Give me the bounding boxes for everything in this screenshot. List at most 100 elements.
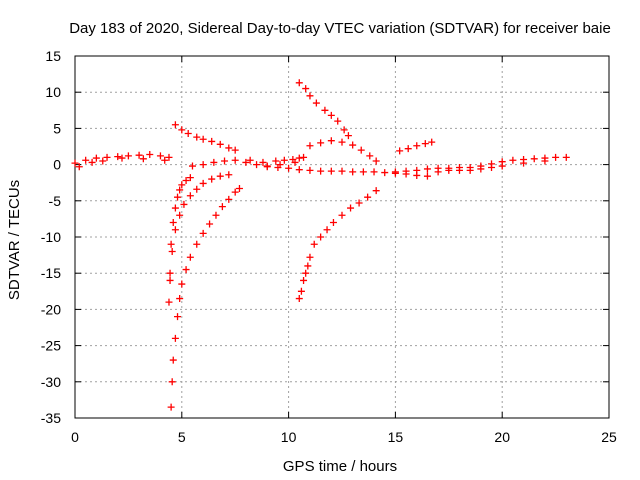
data-point (71, 159, 79, 167)
data-point (231, 146, 239, 154)
data-point (321, 106, 329, 114)
data-marks (71, 79, 570, 411)
data-point (327, 137, 335, 145)
data-point (180, 200, 188, 208)
data-point (167, 240, 175, 248)
data-point (199, 135, 207, 143)
data-point (302, 269, 310, 277)
data-point (259, 158, 267, 166)
data-point (168, 247, 176, 255)
data-point (165, 298, 173, 306)
data-point (297, 287, 305, 295)
y-tick-label: -10 (41, 229, 61, 245)
data-point (366, 152, 374, 160)
data-point (186, 253, 194, 261)
data-point (317, 167, 325, 175)
data-point (359, 168, 367, 176)
chart-title: Day 183 of 2020, Sidereal Day-to-day VTE… (69, 20, 611, 37)
data-point (381, 169, 389, 177)
data-point (327, 167, 335, 175)
data-point (171, 121, 179, 129)
data-point (174, 313, 182, 321)
data-point (295, 295, 303, 303)
data-point (161, 156, 169, 164)
data-point (199, 229, 207, 237)
tick-labels: 0 5 10 15 20 25 -35 -30 -25 -20 -15 -10 -5 0 5 10 15 (41, 48, 617, 445)
data-point (477, 162, 485, 170)
series-sat-b (171, 121, 239, 170)
series-sat-i (306, 137, 380, 165)
data-point (124, 152, 132, 160)
data-point (186, 192, 194, 200)
data-point (184, 129, 192, 137)
y-tick-label: -20 (41, 301, 61, 317)
data-point (509, 156, 517, 164)
data-point (114, 153, 122, 161)
data-point (402, 167, 410, 175)
data-point (210, 158, 218, 166)
data-point (263, 162, 271, 170)
data-point (212, 211, 220, 219)
data-point (176, 295, 184, 303)
data-point (235, 184, 243, 192)
data-point (423, 165, 431, 173)
data-point (338, 211, 346, 219)
data-point (182, 266, 190, 274)
x-tick-label: 15 (388, 429, 404, 445)
data-point (323, 226, 331, 234)
data-point (310, 240, 318, 248)
data-point (421, 140, 429, 148)
data-point (182, 177, 190, 185)
x-tick-label: 20 (494, 429, 510, 445)
data-point (206, 220, 214, 228)
x-tick-label: 25 (601, 429, 617, 445)
data-point (498, 162, 506, 170)
data-point (302, 85, 310, 93)
data-point (355, 199, 363, 207)
data-point (541, 157, 549, 165)
data-point (188, 162, 196, 170)
data-point (171, 204, 179, 212)
data-point (552, 153, 560, 161)
data-point (208, 175, 216, 183)
data-point (445, 164, 453, 172)
data-point (466, 163, 474, 171)
series-sat-a (71, 150, 173, 171)
x-tick-label: 5 (178, 429, 186, 445)
y-tick-label: -35 (41, 410, 61, 426)
data-point (304, 262, 312, 270)
data-point (166, 276, 174, 284)
series-sat-l (391, 153, 570, 176)
data-point (285, 164, 293, 172)
data-point (216, 172, 224, 180)
data-point (82, 156, 90, 164)
data-point (306, 92, 314, 100)
y-tick-label: -5 (49, 193, 62, 209)
y-tick-label: -25 (41, 338, 61, 354)
data-point (272, 157, 280, 165)
data-point (329, 219, 337, 227)
data-point (92, 154, 100, 162)
y-tick-label: 0 (53, 157, 61, 173)
data-point (530, 155, 538, 163)
y-tick-label: -15 (41, 265, 61, 281)
data-point (168, 378, 176, 386)
data-point (216, 140, 224, 148)
data-point (174, 193, 182, 201)
data-point (520, 159, 528, 167)
series-sat-k (396, 138, 436, 155)
y-axis-label: SDTVAR / TECUs (6, 180, 23, 300)
y-tick-label: 15 (45, 48, 61, 64)
data-point (193, 240, 201, 248)
data-point (178, 181, 186, 189)
y-tick-label: 5 (53, 120, 61, 136)
data-point (176, 211, 184, 219)
data-point (295, 79, 303, 87)
data-point (413, 142, 421, 150)
data-point (169, 356, 177, 364)
data-point (193, 185, 201, 193)
data-point (253, 161, 261, 169)
data-point (231, 188, 239, 196)
data-point (225, 171, 233, 179)
